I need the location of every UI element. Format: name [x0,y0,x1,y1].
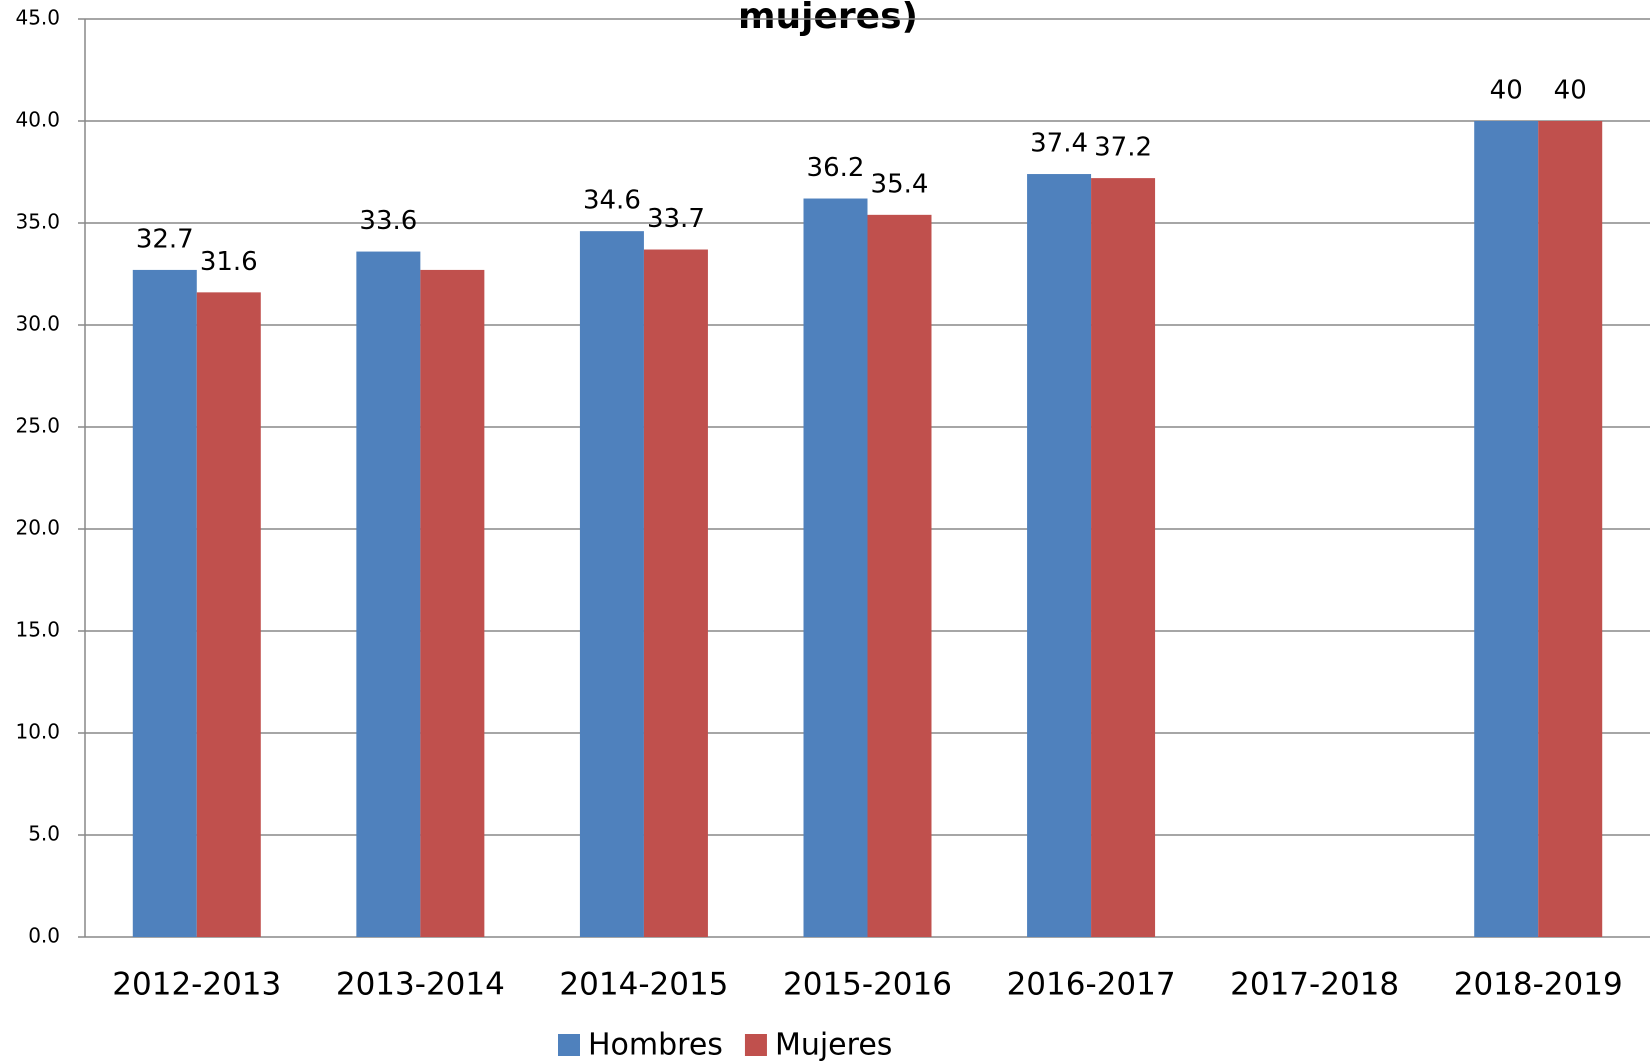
legend-label: Mujeres [775,1028,892,1062]
y-tick-label: 25.0 [15,414,60,438]
y-tick-label: 30.0 [15,312,60,336]
bar [579,231,644,937]
x-tick-label: 2015-2016 [783,967,952,1003]
data-label: 40 [1490,76,1523,106]
bar [803,198,868,937]
y-tick-label: 40.0 [15,108,60,132]
data-label: 37.2 [1094,133,1152,163]
y-tick-label: 35.0 [15,210,60,234]
bar [867,214,932,938]
bar [132,269,197,937]
data-label: 37.4 [1030,129,1088,159]
data-label: 36.2 [807,153,865,183]
y-tick-label: 20.0 [15,516,60,540]
bar [1091,178,1156,937]
data-label: 34.6 [583,186,641,216]
data-label: 40 [1554,76,1587,106]
bar [356,251,421,937]
y-tick-label: 5.0 [28,822,60,846]
data-label: 35.4 [871,169,929,199]
legend-swatch [558,1034,580,1056]
legend-label: Hombres [588,1028,723,1062]
data-label: 33.7 [647,204,705,234]
y-tick-label: 0.0 [28,924,60,948]
bar [1538,121,1603,937]
bar [643,249,708,937]
bar [420,269,485,937]
x-tick-label: 2012-2013 [112,967,281,1003]
bar [1027,174,1092,938]
x-tick-label: 2017-2018 [1230,967,1399,1003]
x-tick-label: 2014-2015 [559,967,728,1003]
y-tick-label: 15.0 [15,618,60,642]
data-label: 33.6 [359,206,417,236]
bar [196,292,261,937]
legend-swatch [744,1034,767,1056]
y-tick-label: 10.0 [15,720,60,744]
x-tick-label: 2018-2019 [1454,967,1623,1003]
data-label: 32.7 [136,224,194,254]
bar [1474,121,1539,937]
x-tick-label: 2016-2017 [1007,967,1176,1003]
y-tick-label: 45.0 [15,6,60,30]
data-label: 31.6 [200,247,258,277]
x-tick-label: 2013-2014 [336,967,505,1003]
